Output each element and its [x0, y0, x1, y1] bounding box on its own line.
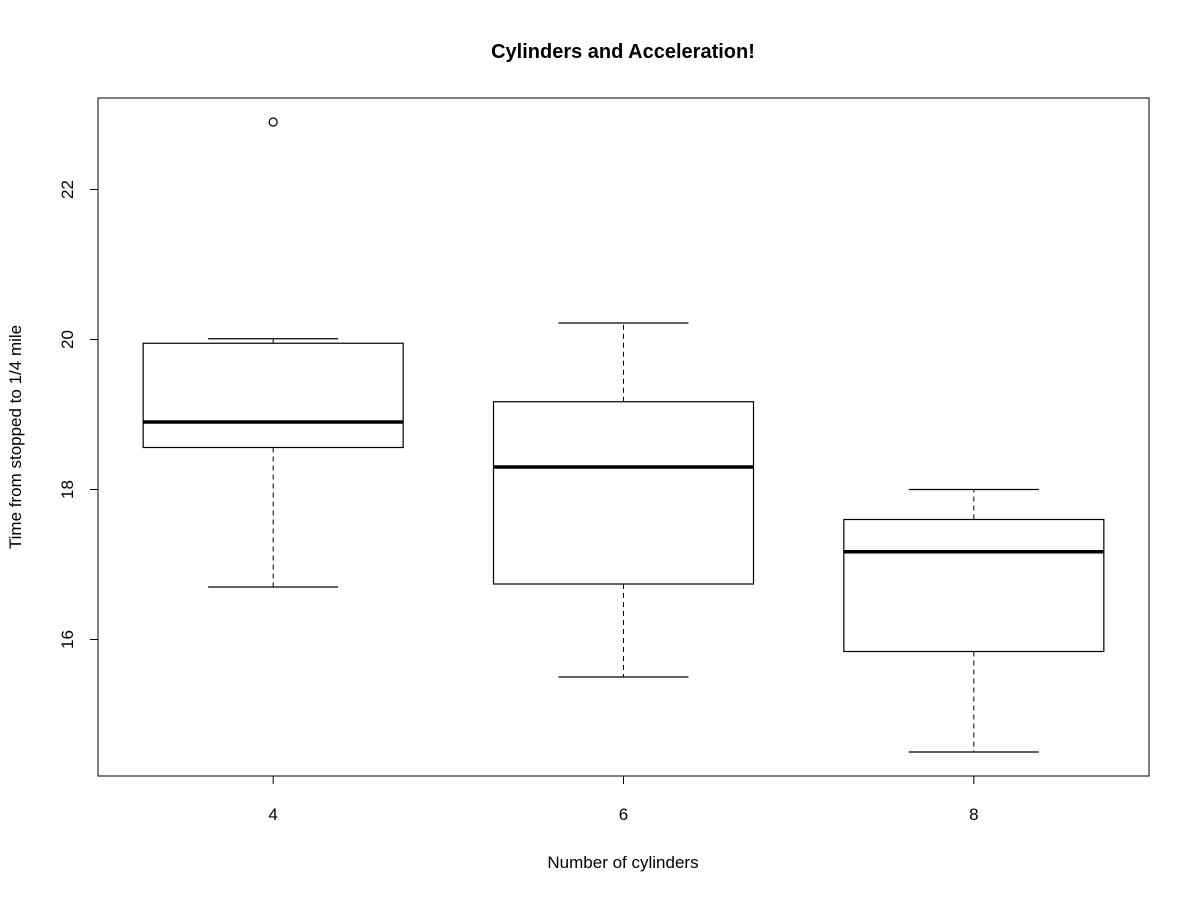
x-tick-label: 4	[268, 805, 277, 824]
y-axis-label: Time from stopped to 1/4 mile	[6, 325, 25, 549]
x-tick-label: 6	[619, 805, 628, 824]
y-tick-label: 22	[58, 180, 77, 199]
x-axis-label: Number of cylinders	[547, 853, 698, 872]
box	[843, 518, 1105, 653]
y-tick-label: 20	[58, 330, 77, 349]
chart-marks: 16 18 20 22 4 6 8	[58, 117, 1105, 824]
outlier-point	[268, 117, 278, 127]
box	[492, 401, 755, 585]
chart-title: Cylinders and Acceleration!	[491, 41, 755, 63]
box	[142, 342, 404, 449]
x-tick-label: 8	[969, 805, 978, 824]
y-tick-label: 18	[58, 480, 77, 499]
y-tick-label: 16	[58, 630, 77, 649]
